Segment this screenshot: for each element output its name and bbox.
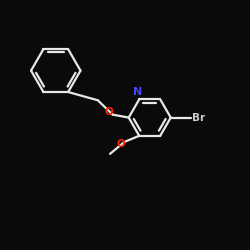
Text: N: N <box>133 88 142 98</box>
Text: O: O <box>104 107 113 117</box>
Text: Br: Br <box>192 112 205 122</box>
Text: O: O <box>116 140 125 149</box>
